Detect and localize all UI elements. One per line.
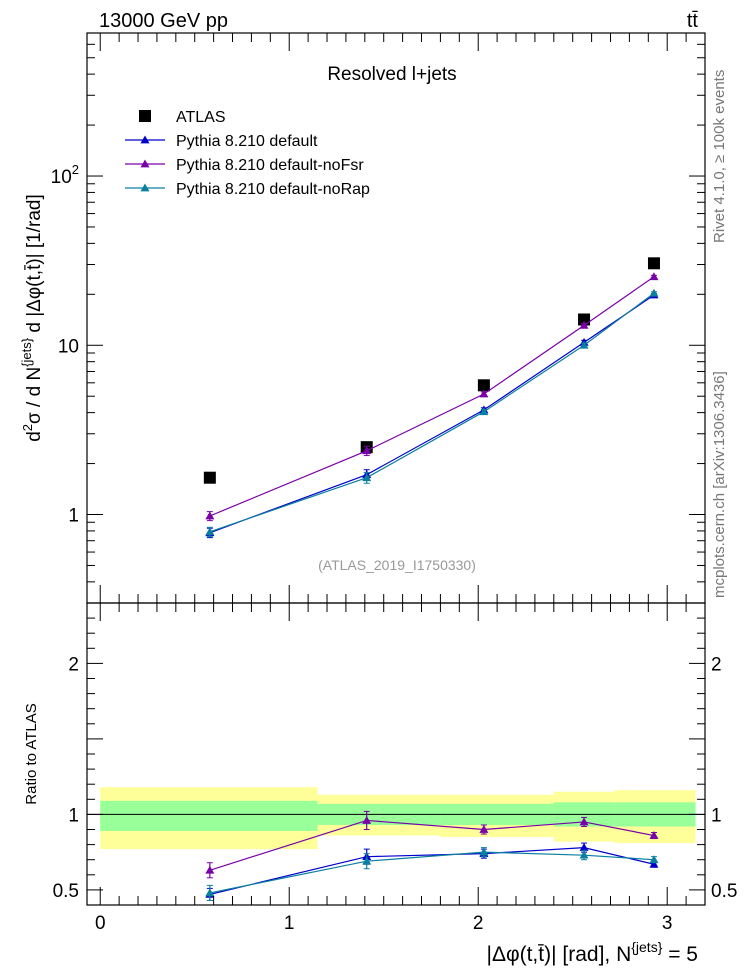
rivet-version-label: Rivet 4.1.0, ≥ 100k events: [711, 70, 728, 243]
ratio-mc-point: [649, 859, 659, 868]
energy-label: 13000 GeV pp: [99, 10, 228, 32]
legend-entry-label: Pythia 8.210 default: [176, 133, 318, 150]
legend-entry-label: ATLAS: [176, 109, 226, 126]
main-mc-point: [579, 320, 589, 329]
x-axis-label: |Δφ(t,t̄)| [rad], N{jets} = 5: [487, 939, 699, 966]
ratio-y-tick-label-right: 0.5: [711, 881, 737, 902]
ratio-mc-point: [649, 831, 659, 839]
mcplots-label: mcplots.cern.ch [arXiv:1306.3436]: [711, 371, 728, 598]
process-label: tt̄: [687, 10, 699, 32]
ratio-uncertainty-bands: [100, 787, 696, 850]
ratio-mc-point: [205, 888, 215, 897]
main-series: [203, 257, 660, 539]
ratio-mc-point: [579, 843, 589, 851]
ratio-stat-band: [100, 800, 318, 832]
ratio-y-tick-label-right: 2: [711, 654, 722, 675]
main-y-tick-exponent: 2: [72, 162, 79, 177]
main-mc-point: [362, 446, 372, 455]
ratio-mc-point: [479, 847, 489, 856]
ratio-mc-point: [205, 865, 215, 874]
ratio-y-ticks: 0.5 0.5 1 1 2 2: [53, 602, 737, 906]
ratio-mc-point: [362, 856, 372, 865]
ratio-y-axis-label: Ratio to ATLAS: [23, 703, 40, 804]
main-data-point: [647, 257, 660, 270]
main-mc-point: [479, 407, 489, 416]
ratio-x-ticks: 0 1 2 3: [95, 603, 687, 934]
ratio-mc-point: [649, 855, 659, 864]
main-mc-point: [649, 288, 659, 297]
legend-marker-mc: [140, 159, 150, 168]
ratio-y-tick-label-right: 1: [711, 805, 722, 826]
main-mc-point: [649, 272, 659, 281]
main-line: [209, 276, 655, 517]
legend-marker-data: [139, 110, 151, 122]
main-mc-point: [479, 389, 489, 398]
main-y-tick-label: 10: [58, 336, 79, 357]
legend: ATLAS Pythia 8.210 default Pythia 8.210 de…: [125, 109, 370, 198]
ratio-series: [205, 810, 659, 901]
ratio-mc-point: [579, 817, 589, 826]
legend-entry-label: Pythia 8.210 default-noRap: [176, 181, 370, 198]
ratio-y-tick-label-left: 1: [68, 805, 79, 826]
ratio-y-tick-label-left: 2: [68, 654, 79, 675]
main-y-tick-label: 1: [68, 506, 79, 527]
main-mc-point: [362, 473, 372, 482]
legend-marker-mc: [140, 135, 150, 144]
ratio-mc-point: [362, 815, 372, 824]
main-y-axis-label: d2σ / d N{jets} d |Δφ(t,t̄)| [1/rad]: [19, 194, 45, 442]
main-data-point: [578, 313, 591, 326]
main-mc-point: [205, 511, 215, 520]
ratio-frame: [86, 602, 706, 906]
x-tick-label: 3: [662, 913, 673, 934]
main-mc-point: [205, 527, 215, 536]
main-line: [209, 292, 655, 533]
ratio-y-tick-label-left: 0.5: [53, 881, 79, 902]
x-tick-label: 1: [284, 913, 295, 934]
legend-entry-label: Pythia 8.210 default-noFsr: [176, 157, 364, 174]
main-data-point: [203, 471, 216, 484]
x-tick-label: 2: [473, 913, 484, 934]
ratio-line: [209, 847, 655, 896]
chart-title: Resolved l+jets: [327, 64, 456, 85]
legend-marker-mc: [140, 183, 150, 192]
x-tick-label: 0: [95, 913, 106, 934]
main-panel: 1 10 102 Resolved l+jets (ATLAS_2019_I1750…: [19, 32, 706, 604]
analysis-watermark: (ATLAS_2019_I1750330): [318, 557, 476, 573]
main-y-tick-label: 102: [51, 162, 79, 188]
main-x-ticks: [99, 33, 687, 603]
ratio-mc-point: [479, 825, 489, 833]
main-data-point: [477, 379, 490, 392]
main-line: [209, 294, 655, 534]
ratio-panel: 0.5 0.5 1 1 2 2 0 1 2 3 Ratio to ATLAS |Δφ(t,t̄)…: [23, 602, 737, 966]
main-mc-point: [579, 340, 589, 349]
ratio-mc-point: [579, 850, 589, 859]
